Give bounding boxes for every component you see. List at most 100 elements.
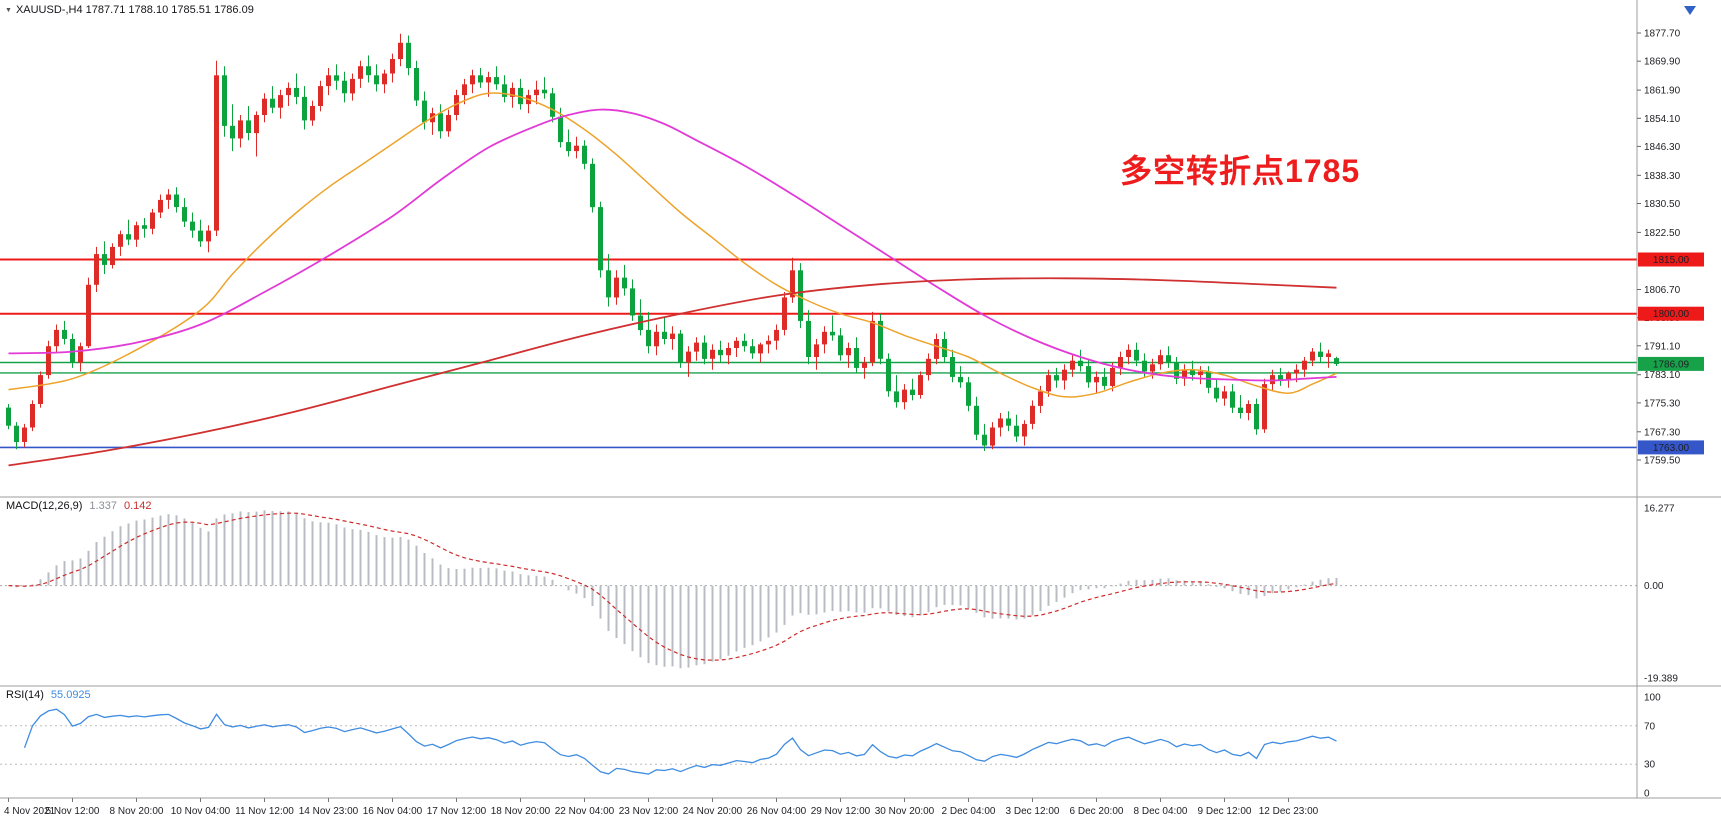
- candle-body: [366, 66, 371, 76]
- candle-body: [1126, 349, 1131, 357]
- price-badge-1800-box: [1638, 306, 1704, 321]
- candle-body: [1094, 376, 1099, 383]
- candle-body: [902, 389, 907, 403]
- price-tick-label: 1861.90: [1644, 86, 1681, 97]
- candle-body: [854, 348, 859, 368]
- candle-body: [1078, 360, 1083, 367]
- symbol-ohlc-label: XAUUSD-,H4 1787.71 1788.10 1785.51 1786.…: [15, 4, 254, 16]
- candle-body: [198, 230, 203, 242]
- macd-histogram: [15, 510, 1338, 669]
- date-label: 30 Nov 20:00: [875, 806, 935, 817]
- candle-body: [134, 225, 139, 240]
- candle-body: [1006, 418, 1011, 426]
- candle-body: [766, 340, 771, 345]
- price-badge-1800-label: 1800.00: [1653, 309, 1690, 320]
- candle-body: [926, 358, 931, 376]
- candle-body: [1262, 384, 1267, 430]
- candle-body: [798, 270, 803, 321]
- ma-slow-line: [8, 277, 1337, 467]
- candle-body: [358, 66, 363, 79]
- candle-body: [342, 80, 347, 94]
- candle-body: [1046, 375, 1051, 392]
- rsi-scale-label: 30: [1644, 760, 1656, 771]
- candle-body: [758, 344, 763, 354]
- candle-body: [838, 335, 843, 356]
- candle-body: [1182, 369, 1187, 379]
- date-label: 2 Dec 04:00: [942, 806, 996, 817]
- chart-root: 1877.70 1869.90 1861.90 1854.10 1846.30 1838.…: [0, 0, 1721, 817]
- candle-body: [774, 329, 779, 341]
- candle-body: [318, 86, 323, 106]
- candlestick-series: [6, 33, 1339, 451]
- candle-body: [862, 362, 867, 368]
- candle-body: [1118, 357, 1123, 368]
- candle-body: [438, 113, 443, 132]
- candle-body: [558, 116, 563, 143]
- candle-body: [454, 95, 459, 115]
- candle-body: [998, 418, 1003, 428]
- candle-body: [1070, 360, 1075, 370]
- date-label: 6 Dec 20:00: [1070, 806, 1124, 817]
- date-label: 14 Nov 23:00: [299, 806, 359, 817]
- candle-body: [678, 333, 683, 363]
- candle-body: [86, 284, 91, 347]
- date-label: 18 Nov 20:00: [491, 806, 551, 817]
- candle-body: [718, 349, 723, 356]
- candle-body: [142, 225, 147, 229]
- candle-body: [894, 391, 899, 403]
- price-badge-1815: 1815.00: [1638, 252, 1704, 267]
- date-label: 16 Nov 04:00: [363, 806, 423, 817]
- date-label: 26 Nov 04:00: [747, 806, 807, 817]
- price-tick-label: 1822.50: [1644, 228, 1681, 239]
- rsi-indicator-label: RSI(14) 55.0925: [6, 689, 91, 701]
- price-axis: 1877.70 1869.90 1861.90 1854.10 1846.30 1838.…: [1637, 29, 1681, 467]
- candle-body: [582, 145, 587, 164]
- candle-body: [966, 382, 971, 406]
- candle-body: [630, 288, 635, 316]
- candle-body: [622, 277, 627, 289]
- candle-body: [686, 351, 691, 363]
- candle-body: [742, 340, 747, 347]
- current-price-badge-box: [1638, 356, 1704, 371]
- candle-body: [598, 207, 603, 271]
- candle-body: [1238, 407, 1243, 413]
- date-label: 22 Nov 04:00: [555, 806, 615, 817]
- chart-shift-marker-icon[interactable]: [1684, 6, 1696, 15]
- candle-body: [1166, 355, 1171, 363]
- price-tick-label: 1783.10: [1644, 370, 1681, 381]
- price-badge-1763-box: [1638, 440, 1704, 455]
- candle-body: [814, 344, 819, 357]
- candle-body: [446, 115, 451, 132]
- candle-body: [1302, 360, 1307, 370]
- candle-body: [990, 427, 995, 446]
- candle-body: [958, 376, 963, 383]
- price-tick-label: 1775.30: [1644, 398, 1681, 409]
- candle-body: [54, 329, 59, 347]
- candle-body: [62, 329, 67, 339]
- candle-body: [1310, 351, 1315, 361]
- candle-body: [14, 425, 19, 442]
- date-label: 3 Dec 12:00: [1006, 806, 1060, 817]
- annotation-text: 多空转折点1785: [1120, 153, 1361, 189]
- price-tick-label: 1806.70: [1644, 285, 1681, 296]
- candle-body: [390, 59, 395, 74]
- candle-body: [310, 106, 315, 121]
- macd-indicator-label: MACD(12,26,9) 1.337 0.142: [6, 500, 151, 512]
- title-arrow-icon: ▼: [5, 6, 12, 14]
- candle-body: [486, 77, 491, 83]
- price-badge-1800: 1800.00: [1638, 306, 1704, 321]
- price-badge-1815-box: [1638, 252, 1704, 267]
- ma-mid-line: [8, 108, 1337, 382]
- candle-body: [710, 349, 715, 359]
- price-tick-label: 1767.30: [1644, 427, 1681, 438]
- date-label: 12 Dec 23:00: [1259, 806, 1319, 817]
- candle-body: [918, 375, 923, 395]
- candle-body: [422, 100, 427, 123]
- price-tick-label: 1759.50: [1644, 456, 1681, 467]
- candle-body: [94, 254, 99, 285]
- candle-body: [462, 84, 467, 96]
- price-tick-label: 1830.50: [1644, 199, 1681, 210]
- candle-body: [230, 125, 235, 139]
